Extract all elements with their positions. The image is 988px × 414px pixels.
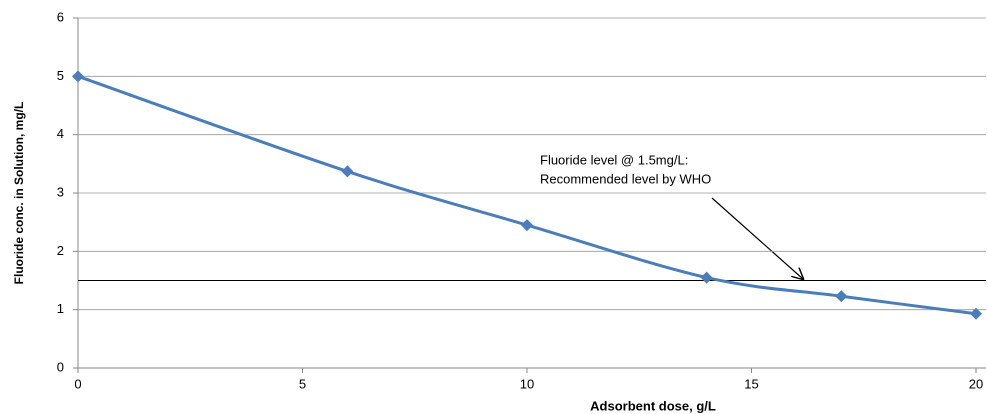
x-tick-label: 20	[969, 376, 983, 391]
annotation: Fluoride level @ 1.5mg/L:	[540, 152, 688, 167]
marker	[835, 290, 848, 303]
y-tick-label: 2	[57, 243, 64, 258]
x-tick-label: 15	[744, 376, 758, 391]
y-tick-label: 0	[57, 359, 64, 374]
x-axis-label: Adsorbent dose, g/L	[590, 398, 716, 413]
x-tick-label: 10	[520, 376, 534, 391]
y-tick-label: 4	[57, 126, 64, 141]
annotation-arrow	[711, 197, 803, 279]
marker	[521, 219, 533, 232]
x-tick-label: 5	[299, 376, 306, 391]
y-tick-label: 6	[57, 9, 64, 24]
y-axis-label: Fluoride conc. in Solution, mg/L	[12, 102, 26, 285]
marker	[341, 165, 354, 178]
marker	[700, 271, 713, 284]
y-tick-label: 1	[57, 301, 64, 316]
annotation: Recommended level by WHO	[540, 171, 711, 186]
x-tick-label: 0	[74, 376, 81, 391]
marker	[970, 307, 982, 320]
y-tick-label: 5	[57, 68, 64, 83]
y-tick-label: 3	[57, 184, 64, 199]
series-line	[77, 74, 977, 316]
marker	[72, 70, 84, 83]
